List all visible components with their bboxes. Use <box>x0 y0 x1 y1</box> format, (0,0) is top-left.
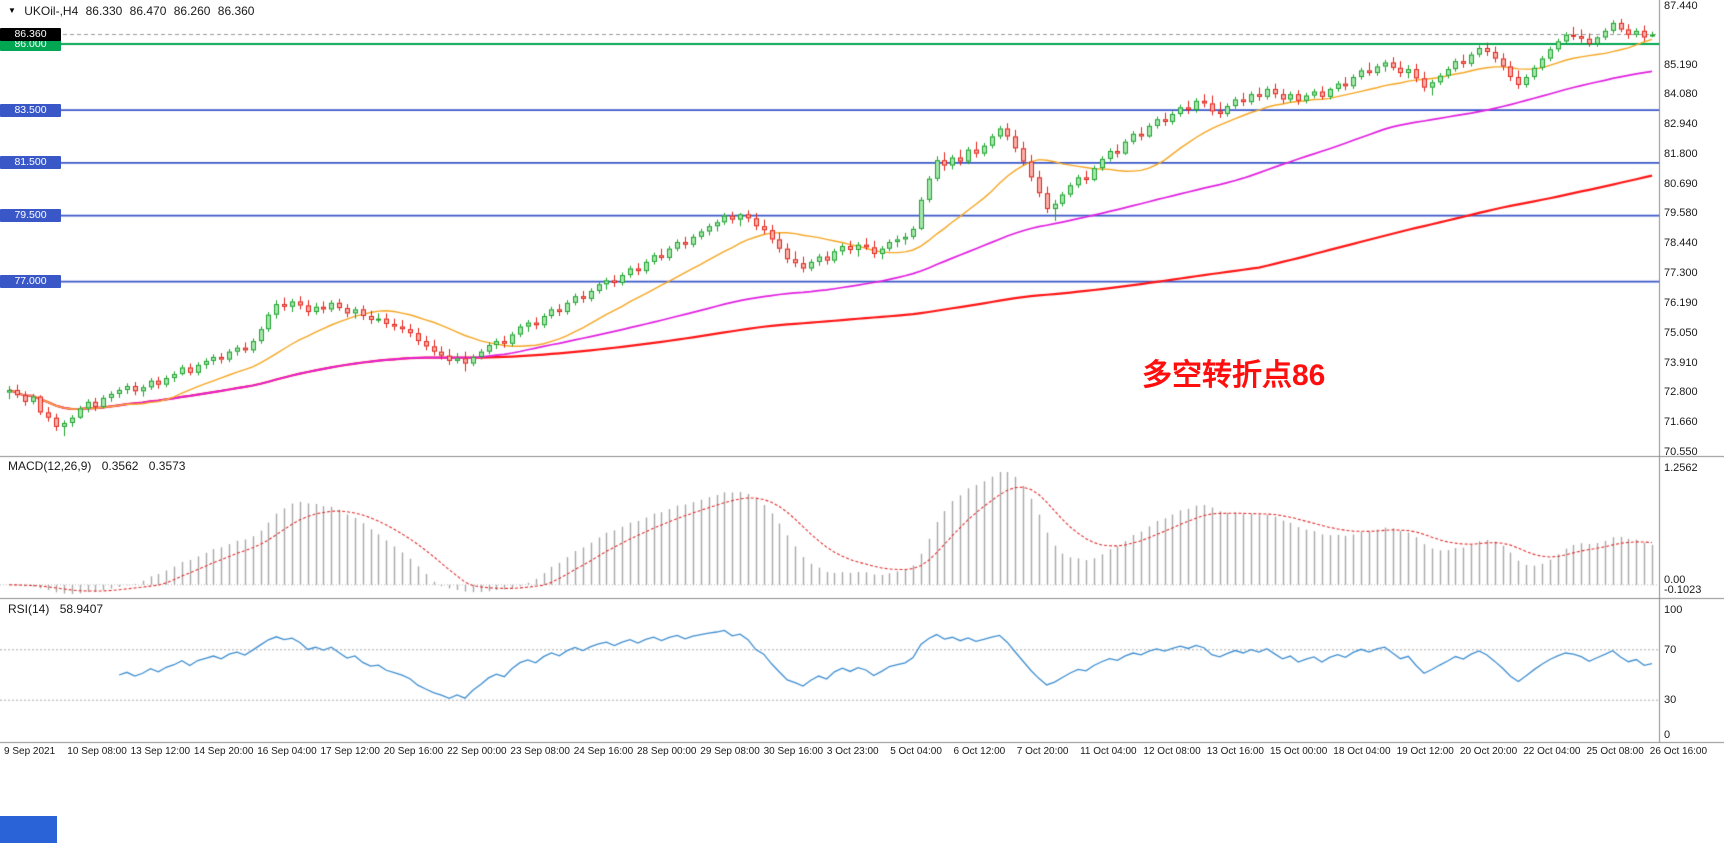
price-tick-label: 81.800 <box>1664 148 1698 161</box>
macd-axis-label: 0.00 <box>1664 573 1686 586</box>
rsi-axis-label: 70 <box>1664 643 1677 656</box>
time-tick-label: 10 Sep 08:00 <box>67 746 127 757</box>
price-tick-label: 79.580 <box>1664 207 1698 220</box>
price-line-badge: 79.500 <box>0 209 61 223</box>
chart-header: ▼ UKOil-,H4 86.330 86.470 86.260 86.360 <box>8 4 258 18</box>
quote-low: 86.260 <box>173 4 211 18</box>
time-tick-label: 22 Sep 00:00 <box>447 746 507 757</box>
time-tick-label: 11 Oct 04:00 <box>1080 746 1137 757</box>
quote-open: 86.330 <box>85 4 123 18</box>
price-tick-label: 87.440 <box>1664 0 1698 12</box>
time-tick-label: 14 Sep 20:00 <box>193 746 254 757</box>
time-tick-label: 25 Oct 08:00 <box>1586 746 1644 757</box>
time-tick-label: 29 Sep 08:00 <box>700 746 760 757</box>
time-tick-label: 12 Oct 08:00 <box>1143 746 1201 757</box>
macd-value-1: 0.3562 <box>101 459 139 473</box>
time-tick-label: 3 Oct 23:00 <box>826 746 879 757</box>
time-tick-label: 17 Sep 12:00 <box>320 746 381 757</box>
time-tick-label: 6 Oct 12:00 <box>953 746 1006 757</box>
current-price-badge: 86.360 <box>0 28 61 42</box>
price-tick-label: 78.440 <box>1664 237 1698 250</box>
macd-axis-label: 1.2562 <box>1664 462 1698 474</box>
price-line-badge: 77.000 <box>0 275 61 289</box>
rsi-value: 58.9407 <box>59 602 104 616</box>
rsi-axis-label: 0 <box>1664 729 1671 741</box>
price-tick-label: 72.800 <box>1664 386 1698 399</box>
rsi-axis-label: 30 <box>1664 694 1677 707</box>
macd-header: MACD(12,26,9) 0.3562 0.3573 <box>8 459 185 473</box>
time-tick-label: 15 Oct 00:00 <box>1270 746 1328 757</box>
price-tick-label: 70.550 <box>1664 445 1698 458</box>
rsi-label: RSI(14) <box>8 602 50 616</box>
price-tick-label: 80.690 <box>1664 177 1698 190</box>
time-tick-label: 7 Oct 20:00 <box>1016 746 1069 757</box>
price-line-badge: 83.500 <box>0 103 61 117</box>
time-tick-label: 20 Oct 20:00 <box>1459 746 1518 757</box>
time-tick-label: 26 Oct 16:00 <box>1649 746 1708 757</box>
price-tick-label: 85.190 <box>1664 58 1698 71</box>
time-tick-label: 16 Sep 04:00 <box>257 746 317 757</box>
quote-high: 86.470 <box>129 4 167 18</box>
time-tick-label: 13 Oct 16:00 <box>1206 746 1264 757</box>
price-tick-label: 73.910 <box>1664 356 1698 369</box>
time-tick-label: 24 Sep 16:00 <box>573 746 634 757</box>
time-tick-label: 30 Sep 16:00 <box>763 746 824 757</box>
time-tick-label: 28 Sep 00:00 <box>637 746 697 757</box>
time-tick-label: 5 Oct 04:00 <box>890 746 942 757</box>
macd-label: MACD(12,26,9) <box>8 459 92 473</box>
quote-close: 86.360 <box>217 4 255 18</box>
rsi-header: RSI(14) 58.9407 <box>8 602 103 616</box>
time-tick-label: 20 Sep 16:00 <box>383 746 444 757</box>
time-tick-label: 19 Oct 12:00 <box>1396 746 1454 757</box>
price-tick-label: 76.190 <box>1664 296 1698 309</box>
price-tick-label: 75.050 <box>1664 326 1698 339</box>
price-tick-label: 77.300 <box>1664 267 1698 280</box>
time-tick-label: 13 Sep 12:00 <box>130 746 191 757</box>
macd-axis-label: -0.1023 <box>1664 583 1702 596</box>
time-tick-label: 23 Sep 08:00 <box>510 746 570 757</box>
price-tick-label: 84.080 <box>1664 88 1698 101</box>
price-tick-label: 82.940 <box>1664 118 1698 131</box>
taskbar-fragment[interactable] <box>0 816 57 843</box>
symbol-dropdown-icon[interactable]: ▼ <box>8 6 16 15</box>
time-tick-label: 22 Oct 04:00 <box>1523 746 1581 757</box>
price-line-badge: 81.500 <box>0 156 61 170</box>
time-tick-label: 18 Oct 04:00 <box>1333 746 1391 757</box>
macd-value-2: 0.3573 <box>148 459 186 473</box>
chart-annotation-text: 多空转折点86 <box>1142 359 1326 392</box>
time-tick-label: 9 Sep 2021 <box>4 746 56 757</box>
rsi-axis-label: 100 <box>1664 604 1683 616</box>
price-tick-label: 71.660 <box>1664 416 1698 429</box>
symbol-period-label: UKOil-,H4 <box>24 4 79 18</box>
